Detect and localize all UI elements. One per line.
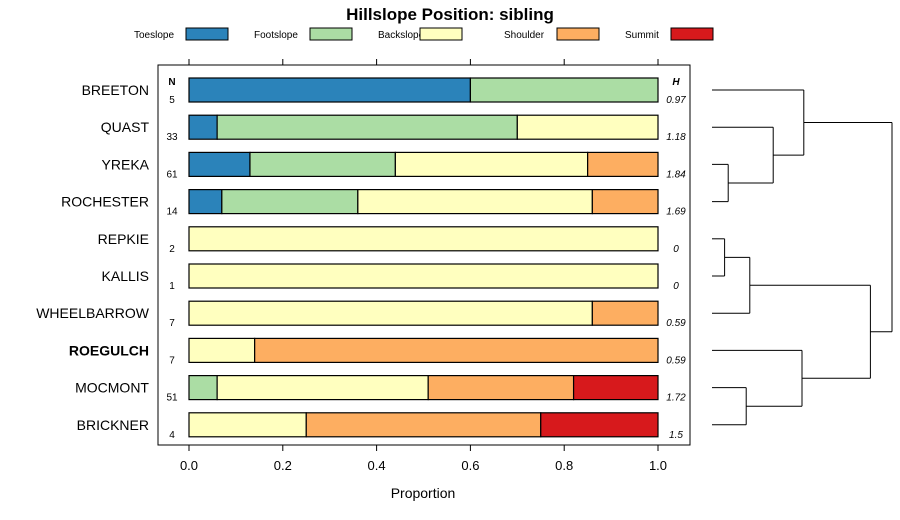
h-column-header: H xyxy=(672,77,680,88)
n-value-rochester: 14 xyxy=(166,207,178,218)
bar-quast-footslope xyxy=(216,114,518,140)
n-value-yreka: 61 xyxy=(166,169,178,180)
h-value-kallis: 0 xyxy=(673,281,679,292)
dendrogram xyxy=(712,89,893,426)
category-label-rochester: ROCHESTER xyxy=(61,194,149,210)
bar-roegulch-shoulder xyxy=(254,337,659,363)
n-value-wheelbarrow: 7 xyxy=(169,318,175,329)
x-tick-label: 0.2 xyxy=(274,458,292,473)
bar-repkie-backslope xyxy=(188,226,659,252)
category-label-yreka: YREKA xyxy=(102,156,150,172)
bar-area xyxy=(188,77,659,438)
n-value-repkie: 2 xyxy=(169,244,175,255)
category-label-brickner: BRICKNER xyxy=(77,417,149,433)
bar-yreka-footslope xyxy=(249,151,396,177)
bar-kallis-backslope xyxy=(188,263,659,289)
bar-mocmont-summit xyxy=(572,375,659,401)
bar-mocmont-shoulder xyxy=(427,375,575,401)
bar-breeton-toeslope xyxy=(188,77,471,103)
chart-title: Hillslope Position: sibling xyxy=(346,5,554,24)
h-value-roegulch: 0.59 xyxy=(666,355,686,366)
legend-swatch-toeslope xyxy=(185,27,229,41)
bar-breeton-footslope xyxy=(469,77,659,103)
bar-mocmont-footslope xyxy=(188,375,218,401)
h-value-quast: 1.18 xyxy=(666,132,686,143)
category-label-repkie: REPKIE xyxy=(98,231,149,247)
legend-label-footslope: Footslope xyxy=(254,30,298,41)
bar-rochester-backslope xyxy=(357,189,593,215)
bar-rochester-footslope xyxy=(221,189,359,215)
bar-yreka-shoulder xyxy=(587,151,659,177)
bar-rochester-toeslope xyxy=(188,189,223,215)
n-value-mocmont: 51 xyxy=(166,393,178,404)
legend-swatch-summit xyxy=(670,27,714,41)
h-value-brickner: 1.5 xyxy=(669,430,683,441)
bar-yreka-backslope xyxy=(394,151,589,177)
h-value-yreka: 1.84 xyxy=(666,169,686,180)
x-tick-label: 0.6 xyxy=(461,458,479,473)
bar-wheelbarrow-shoulder xyxy=(591,300,659,326)
h-value-breeton: 0.97 xyxy=(666,95,686,106)
bar-brickner-summit xyxy=(540,412,659,438)
legend-label-backslope: Backslope xyxy=(378,30,425,41)
h-value-mocmont: 1.72 xyxy=(666,393,686,404)
x-tick-label: 0.0 xyxy=(180,458,198,473)
h-value-rochester: 1.69 xyxy=(666,207,686,218)
x-axis-label: Proportion xyxy=(391,485,456,501)
bar-rochester-shoulder xyxy=(591,189,659,215)
h-value-wheelbarrow: 0.59 xyxy=(666,318,686,329)
bar-roegulch-backslope xyxy=(188,337,256,363)
plot-frame xyxy=(157,64,691,446)
category-label-roegulch: ROEGULCH xyxy=(69,342,149,358)
bar-mocmont-backslope xyxy=(216,375,429,401)
legend-label-summit: Summit xyxy=(625,30,659,41)
x-tick-label: 0.8 xyxy=(555,458,573,473)
bar-wheelbarrow-backslope xyxy=(188,300,593,326)
bar-brickner-backslope xyxy=(188,412,307,438)
legend-swatch-backslope xyxy=(419,27,463,41)
n-value-brickner: 4 xyxy=(169,430,175,441)
category-label-wheelbarrow: WHEELBARROW xyxy=(36,305,150,321)
n-value-quast: 33 xyxy=(166,132,178,143)
bar-brickner-shoulder xyxy=(305,412,542,438)
n-value-kallis: 1 xyxy=(169,281,175,292)
legend-swatch-footslope xyxy=(309,27,353,41)
category-label-quast: QUAST xyxy=(101,119,150,135)
n-value-roegulch: 7 xyxy=(169,355,175,366)
category-label-breeton: BREETON xyxy=(82,82,149,98)
legend-label-shoulder: Shoulder xyxy=(504,30,545,41)
x-tick-label: 1.0 xyxy=(649,458,667,473)
bar-quast-backslope xyxy=(516,114,659,140)
category-labels: BREETON 5 0.97 QUAST 33 1.18 YREKA 61 1.84 ROCHES… xyxy=(36,82,686,441)
category-label-kallis: KALLIS xyxy=(102,268,149,284)
bar-yreka-toeslope xyxy=(188,151,251,177)
x-tick-label: 0.4 xyxy=(368,458,386,473)
bar-quast-toeslope xyxy=(188,114,218,140)
legend-swatch-shoulder xyxy=(556,27,600,41)
h-value-repkie: 0 xyxy=(673,244,679,255)
category-label-mocmont: MOCMONT xyxy=(75,380,149,396)
legend: Toeslope Footslope Backslope Shoulder Summit xyxy=(134,27,714,41)
n-column-header: N xyxy=(168,77,175,88)
n-value-breeton: 5 xyxy=(169,95,175,106)
legend-label-toeslope: Toeslope xyxy=(134,30,174,41)
x-axis: 0.0 0.2 0.4 0.6 0.8 1.0 xyxy=(180,59,667,473)
